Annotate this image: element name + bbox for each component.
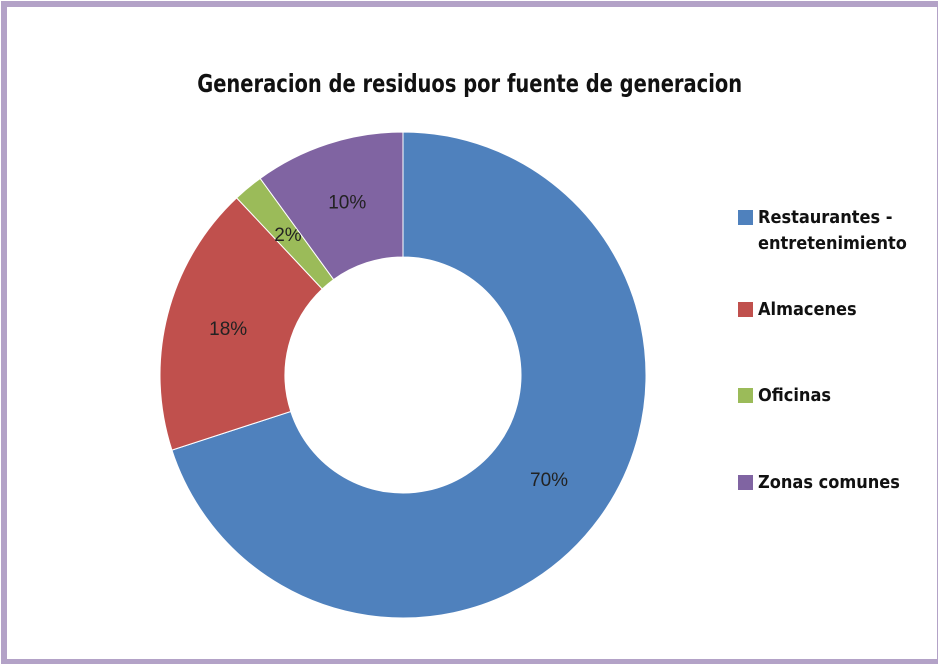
- slice: [171, 131, 647, 619]
- data-label: 10%: [328, 192, 366, 213]
- legend-swatch: [738, 302, 753, 317]
- data-label: 70%: [530, 470, 568, 491]
- legend-label: Oficinas: [758, 385, 832, 406]
- slice: [259, 131, 404, 281]
- legend-item: Oficinas: [738, 383, 831, 409]
- legend-swatch: [738, 388, 753, 403]
- legend-label: Zonas comunes: [758, 472, 900, 493]
- data-label: 18%: [209, 319, 247, 340]
- legend-item: Almacenes: [738, 297, 857, 323]
- legend-swatch: [738, 475, 753, 490]
- legend-label: Almacenes: [758, 299, 857, 320]
- legend-item: Zonas comunes: [738, 470, 900, 496]
- data-label: 2%: [274, 225, 302, 246]
- slice: [159, 197, 323, 451]
- legend-swatch: [738, 210, 753, 225]
- chart-title: Generacion de residuos por fuente de gen…: [197, 70, 742, 99]
- legend-item: Restaurantes - entretenimiento: [738, 205, 933, 257]
- donut: 70% 18% 2% 10%: [159, 131, 647, 619]
- legend-label: Restaurantes - entretenimiento: [758, 207, 907, 254]
